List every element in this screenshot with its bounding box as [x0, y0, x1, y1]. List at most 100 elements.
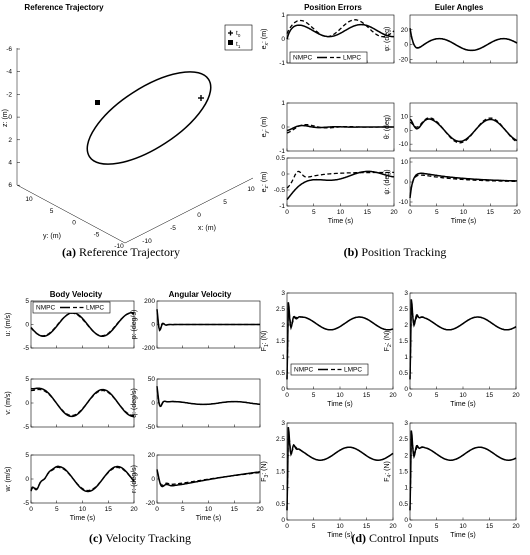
vel-q-ylabel: q: (deg/s)	[131, 388, 138, 418]
ctl-legend-nmpc-label: NMPC	[294, 367, 313, 374]
ctl-F1-ytick-label: 0	[281, 386, 285, 393]
ref-z-tick-label: -6	[6, 46, 12, 53]
vel-v-ylabel-text: v: (m/s)	[5, 391, 12, 414]
ctl-F2-xtick-label: 20	[512, 392, 520, 399]
vel-p-ytick-label: -200	[142, 345, 155, 352]
ref-x-label: x: (m)	[198, 225, 216, 232]
ctl-F2-xtick-label: 15	[486, 392, 494, 399]
pos-psi-xtick-label: 0	[408, 209, 412, 216]
ctl-F1-ytick-label: 1	[281, 354, 285, 361]
pos-psi-xtick-label: 10	[460, 209, 468, 216]
pos-legend-lmpc-label: LMPC	[343, 55, 361, 62]
pos-phi-ytick-label: 0	[404, 42, 408, 49]
pos-ey-ytick-label: 0	[281, 124, 285, 131]
pos-ez-ytick-label: -0.5	[274, 187, 286, 194]
pos-theta-ytick-label: -10	[399, 141, 409, 148]
pos-psi-ytick-label: 0	[404, 179, 408, 186]
pos-theta-ytick-label: 10	[401, 114, 409, 121]
ctl-caption-text: Control Inputs	[369, 531, 439, 545]
pos-ey-ytick-label: -1	[279, 148, 285, 155]
ctl-F2-ytick-label: 3	[404, 290, 408, 297]
ctl-F2-ytick-label: 2	[404, 322, 408, 329]
vel-col-title-2: Angular Velocity	[169, 290, 232, 299]
vel-r-xtick-label: 10	[205, 506, 213, 513]
ref-z-label: z: (m)	[2, 109, 9, 127]
vel-q-ytick-label: -50	[146, 424, 156, 431]
ctl-F4-xtick-label: 15	[486, 523, 494, 530]
ctl-F4-ytick-label: 3	[404, 420, 408, 427]
ref-z-tick-label: 6	[8, 182, 12, 189]
ref-y-label: y: (m)	[43, 233, 61, 240]
ctl-F3-xtick-label: 15	[363, 523, 371, 530]
ctl-F4-xtick-label: 0	[408, 523, 412, 530]
ref-y-tick-label: -10	[114, 243, 124, 250]
ctl-F1-ytick-label: 0.5	[276, 370, 285, 377]
ctl-caption-letter: (d)	[351, 531, 369, 545]
ctl-F2-ylabel-rest: : (N)	[384, 331, 391, 345]
pos-ez-xlabel: Time (s)	[328, 218, 353, 225]
ctl-F1-ylabel-sub: 1	[264, 344, 270, 347]
pos-psi-xtick-label: 20	[513, 209, 521, 216]
vel-w-ytick-label: -5	[23, 500, 29, 507]
ref-y-tick-label: -5	[94, 231, 100, 238]
pos-ez-xtick-label: 20	[390, 209, 398, 216]
pos-theta-ylabel-text: θ: (deg)	[384, 115, 391, 139]
ctl-F3-ytick-label: 1.5	[276, 469, 285, 476]
ctl-F4-axes	[409, 422, 517, 521]
ref-z-tick-label: 4	[8, 160, 12, 167]
pos-ex-ytick-label: 0	[281, 36, 285, 43]
vel-v-ytick-label: -5	[23, 424, 29, 431]
pos-ey-ylabel-base: e	[261, 133, 268, 137]
pos-ez-xtick-label: 5	[312, 209, 316, 216]
ctl-F2-ylabel-sub: 2	[387, 344, 393, 347]
ref-marker-t1	[95, 100, 100, 105]
ref-z-tick-label: -4	[6, 69, 12, 76]
ctl-F2-xtick-label: 0	[408, 392, 412, 399]
pos-ez-nmpc-line	[286, 170, 395, 201]
vel-r-xlabel: Time (s)	[196, 515, 221, 522]
ctl-F2-xtick-label: 5	[435, 392, 439, 399]
ctl-F4-ytick-label: 2	[404, 452, 408, 459]
pos-psi-axes	[409, 157, 518, 207]
pos-ey-nmpc-line	[286, 124, 394, 132]
ref-legend-t0-sub: 0	[238, 33, 241, 38]
pos-theta-axes	[409, 102, 518, 152]
ctl-F4-xlabel: Time (s)	[450, 532, 475, 539]
pos-theta-lmpc-line	[410, 117, 518, 144]
pos-psi-ytick-label: -10	[399, 199, 409, 206]
ctl-F1-xtick-label: 0	[285, 392, 289, 399]
ctl-F1-ylabel: F1: (N)	[261, 331, 270, 352]
vel-w-xtick-label: 20	[130, 506, 138, 513]
ref-legend-box	[224, 24, 253, 51]
ref-y-tick-label: 0	[72, 220, 76, 227]
pos-phi-nmpc-line	[409, 27, 518, 52]
ctl-F1-ytick-label: 1.5	[276, 338, 285, 345]
pos-ez-xtick-label: 0	[285, 209, 289, 216]
vel-r-xtick-label: 20	[256, 506, 264, 513]
ref-x-tick-label: 0	[197, 212, 201, 219]
ctl-F3-ylabel: F3: (N)	[261, 461, 270, 482]
ctl-F3-ytick-label: 0	[281, 517, 285, 524]
ref-legend-t1: t1	[236, 41, 241, 49]
ref-caption-text: Reference Trajectory	[79, 245, 180, 259]
ctl-F4-xtick-label: 10	[459, 523, 467, 530]
ctl-F4-ytick-label: 0.5	[399, 501, 408, 508]
ctl-F2-nmpc-line	[409, 299, 517, 380]
pos-ez-ytick-label: 0	[281, 171, 285, 178]
pos-psi-xtick-label: 15	[487, 209, 495, 216]
vel-u-ylabel-text: u: (m/s)	[5, 313, 12, 337]
vel-p-nmpc-line	[156, 309, 260, 332]
pos-ez-ylabel-rest: : (m)	[261, 172, 268, 186]
pos-psi-ylabel: ψ: (deg)	[384, 169, 391, 194]
vel-q-ylabel-text: q: (deg/s)	[131, 388, 138, 418]
vel-r-ylabel: r: (deg/s)	[131, 465, 138, 493]
ctl-F1-ylabel-text: F1: (N)	[261, 331, 270, 352]
pos-caption-letter: (b)	[344, 245, 362, 259]
pos-phi-ylabel: φ: (deg)	[384, 27, 391, 52]
vel-legend-box	[32, 301, 111, 314]
ctl-F3-xtick-label: 5	[312, 523, 316, 530]
vel-r-nmpc-line	[156, 469, 261, 488]
vel-p-ylabel-text: p: (deg/s)	[131, 310, 138, 340]
